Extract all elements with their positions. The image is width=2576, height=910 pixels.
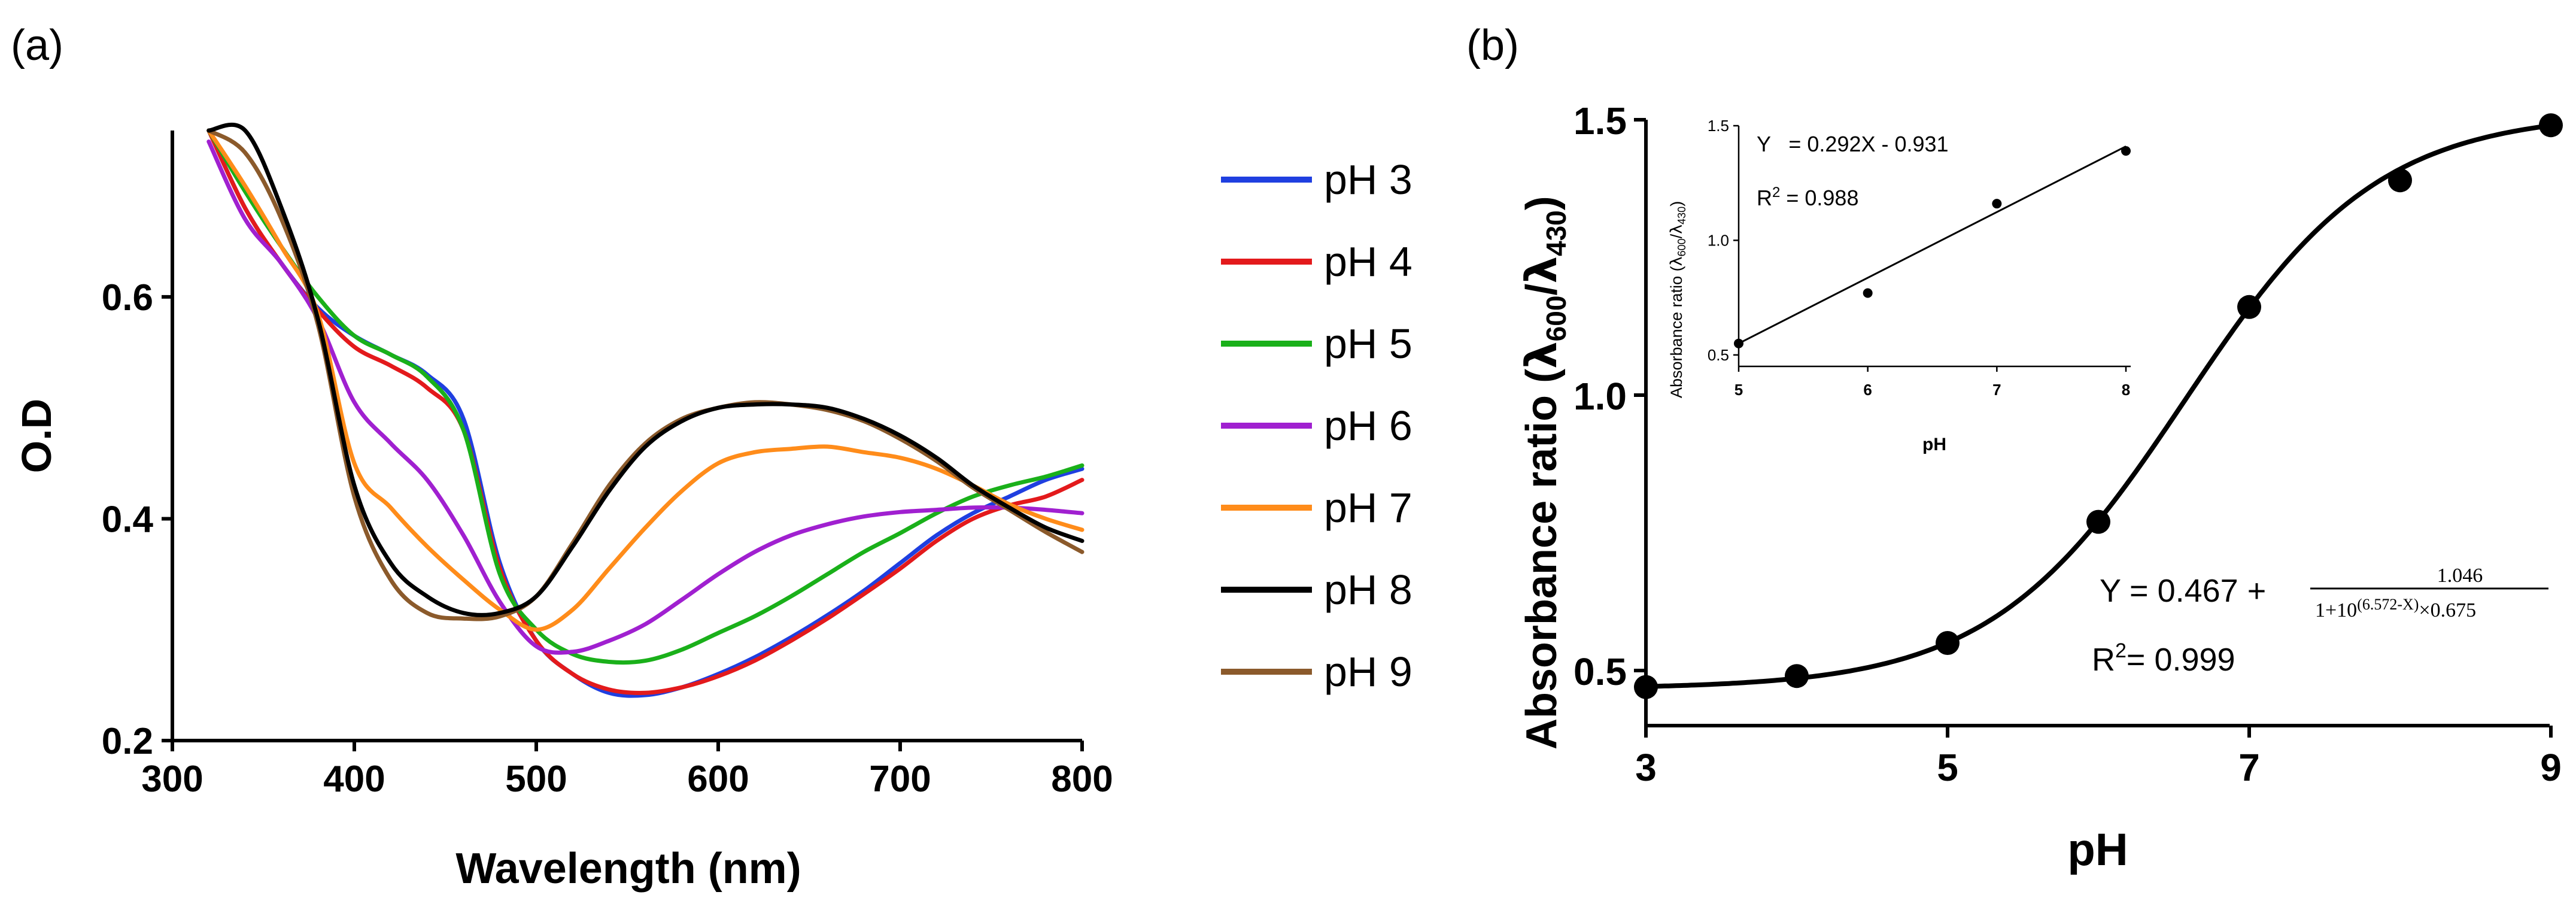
inset-points	[1734, 146, 2131, 348]
spectra-y-axis-label: O.D	[13, 399, 60, 473]
ratio-x-tick-label: 5	[1937, 746, 1958, 789]
ratio-point-ph-4	[1785, 664, 1809, 688]
inset-x-tick-label: 6	[1863, 381, 1872, 399]
inset-fit-line	[1738, 145, 2127, 345]
inset-point-ph-8	[2121, 146, 2131, 156]
ratio-y-tick-label: 0.5	[1573, 650, 1627, 693]
spectra-legend: pH 3 pH 4 pH 5 pH 6 pH 7 pH 8 pH 9	[1221, 156, 1412, 695]
inset-x-axis-label: pH	[1922, 435, 1946, 454]
spectra-ticks: 300 400 500 600 700 800 0.2 0.4 0.6	[102, 277, 1113, 800]
legend-label-ph-3: pH 3	[1324, 156, 1412, 203]
inset-y-axis-label: Absorbance ratio (λ600/λ430)	[1667, 201, 1688, 398]
spectrum-ph-5	[206, 128, 1085, 665]
spectrum-ph-8	[206, 122, 1085, 617]
ratio-x-tick-label: 9	[2540, 746, 2562, 789]
spectra-y-tick-label: 0.4	[102, 499, 154, 540]
inset-y-tick-label: 1.0	[1708, 231, 1729, 249]
ratio-y-tick-label: 1.0	[1573, 375, 1627, 418]
inset-x-tick-label: 7	[1992, 381, 2001, 399]
ratio-x-axis-label: pH	[2067, 824, 2128, 875]
spectra-y-tick-label: 0.6	[102, 277, 153, 318]
inset-equation: Y = 0.292X - 0.931	[1757, 132, 1949, 156]
equation-numerator: 1.046	[2437, 565, 2483, 587]
spectra-y-tick-label: 0.2	[102, 721, 153, 762]
ratio-point-ph-8	[2388, 168, 2412, 193]
r-squared-main: R2= 0.999	[2092, 639, 2235, 678]
ratio-y-axis-label: Absorbance ratio (λ600/λ430)	[1516, 196, 1572, 750]
spectra-x-axis-label: Wavelength (nm)	[455, 845, 801, 893]
legend-label-ph-7: pH 7	[1324, 484, 1412, 531]
inset-y-tick-label: 0.5	[1708, 346, 1729, 364]
ratio-point-ph-9	[2539, 113, 2563, 138]
ratio-y-tick-label: 1.5	[1573, 99, 1627, 142]
legend-label-ph-6: pH 6	[1324, 402, 1412, 449]
ratio-x-tick-label: 3	[1635, 746, 1657, 789]
spectra-x-tick-label: 300	[141, 759, 203, 800]
inset-x-tick-label: 5	[1734, 381, 1743, 399]
ratio-point-ph-6	[2086, 509, 2110, 534]
legend-label-ph-5: pH 5	[1324, 320, 1412, 367]
inset-ticks: 5 6 7 8 0.5 1.0 1.5	[1708, 117, 2130, 399]
ratio-ticks: 3 5 7 9 0.5 1.0 1.5	[1573, 99, 2562, 789]
equation-denominator: 1+10(6.572-X)×0.675	[2315, 596, 2476, 621]
ratio-x-tick-label: 7	[2238, 746, 2260, 789]
spectrum-ph-6	[206, 139, 1085, 655]
spectra-x-tick-label: 700	[869, 759, 931, 800]
inset-point-ph-7	[1992, 199, 2002, 209]
ratio-point-ph-7	[2237, 295, 2261, 319]
legend-label-ph-8: pH 8	[1324, 566, 1412, 613]
spectra-x-tick-label: 800	[1051, 759, 1113, 800]
spectrum-ph-4	[206, 128, 1085, 695]
fit-equation: Y = 0.467 + 1.046 1+10(6.572-X)×0.675 R2…	[2092, 565, 2548, 678]
panel-label-b: (b)	[1466, 22, 1519, 69]
panel-label-a: (a)	[11, 22, 63, 69]
legend-label-ph-4: pH 4	[1324, 238, 1412, 285]
legend-label-ph-9: pH 9	[1324, 648, 1412, 695]
inset-x-tick-label: 8	[2122, 381, 2130, 399]
ratio-point-ph-5	[1936, 631, 1960, 655]
spectra-chart: 300 400 500 600 700 800 0.2 0.4 0.6 O.D Waveleng…	[13, 122, 1412, 893]
inset-point-ph-6	[1863, 288, 1873, 298]
spectra-x-tick-label: 400	[323, 759, 385, 800]
spectrum-ph-7	[206, 128, 1085, 632]
ratio-chart: 3 5 7 9 0.5 1.0 1.5 Absorbance ratio (λ600/λ43…	[1516, 99, 2563, 875]
spectra-x-tick-label: 600	[687, 759, 749, 800]
spectra-lines	[206, 122, 1085, 698]
spectra-x-tick-label: 500	[505, 759, 567, 800]
equation-lhs: Y = 0.467 +	[2100, 573, 2266, 609]
inset-r-squared: R2 = 0.988	[1757, 184, 1858, 210]
inset-chart: 5 6 7 8 0.5 1.0 1.5 Absorbance ratio (λ600/λ43…	[1667, 117, 2131, 454]
inset-y-tick-label: 1.5	[1708, 117, 1729, 135]
